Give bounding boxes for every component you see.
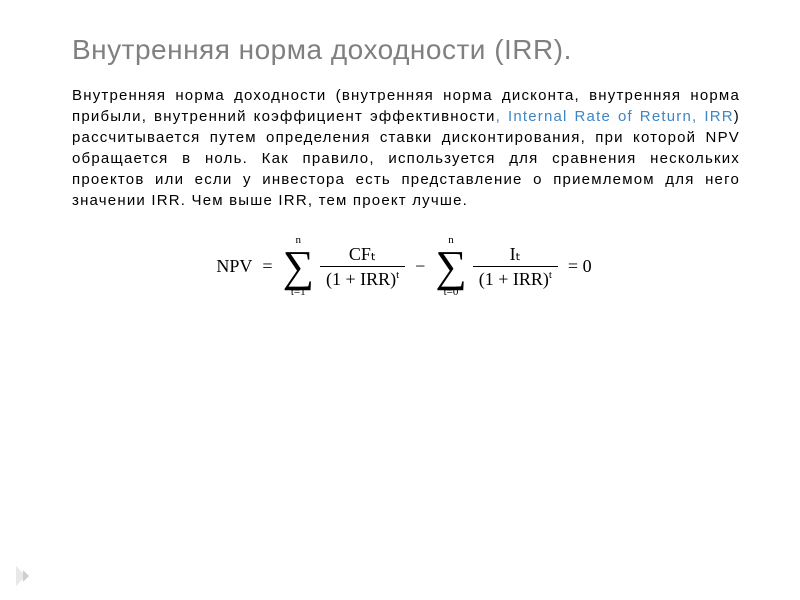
sum-2: n ∑ t=0 bbox=[435, 233, 466, 300]
slide-title: Внутренняя норма доходности (IRR). bbox=[72, 32, 740, 67]
sum-1: n ∑ t=1 bbox=[283, 233, 314, 300]
fraction-1-den-base: (1 + IRR) bbox=[326, 269, 396, 289]
fraction-1-den-exp: t bbox=[396, 269, 399, 281]
sum-2-lower: t=0 bbox=[444, 285, 459, 300]
fraction-2-den-base: (1 + IRR) bbox=[479, 269, 549, 289]
fraction-2-den: (1 + IRR)t bbox=[473, 266, 558, 290]
formula-rhs: = 0 bbox=[564, 256, 596, 277]
formula-container: NPV = n ∑ t=1 CFₜ (1 + IRR)t − n ∑ t=0 I… bbox=[72, 233, 740, 300]
fraction-2: Iₜ (1 + IRR)t bbox=[473, 244, 558, 290]
slide: Внутренняя норма доходности (IRR). Внутр… bbox=[0, 0, 800, 600]
equals-sign: = bbox=[258, 256, 276, 277]
fraction-2-num: Iₜ bbox=[504, 244, 527, 267]
fraction-1: CFₜ (1 + IRR)t bbox=[320, 244, 405, 290]
corner-decoration-icon bbox=[16, 566, 34, 586]
sum-1-lower: t=1 bbox=[291, 285, 306, 300]
fraction-2-den-exp: t bbox=[549, 269, 552, 281]
fraction-1-num: CFₜ bbox=[343, 244, 382, 267]
body-paragraph: Внутренняя норма доходности (внутренняя … bbox=[72, 85, 740, 211]
sigma-icon: ∑ bbox=[283, 248, 314, 285]
body-highlight: , Internal Rate of Return, IRR bbox=[496, 108, 734, 125]
fraction-1-den: (1 + IRR)t bbox=[320, 266, 405, 290]
sigma-icon: ∑ bbox=[435, 248, 466, 285]
npv-formula: NPV = n ∑ t=1 CFₜ (1 + IRR)t − n ∑ t=0 I… bbox=[216, 233, 595, 300]
formula-lhs: NPV bbox=[216, 256, 252, 277]
minus-sign: − bbox=[411, 256, 429, 277]
